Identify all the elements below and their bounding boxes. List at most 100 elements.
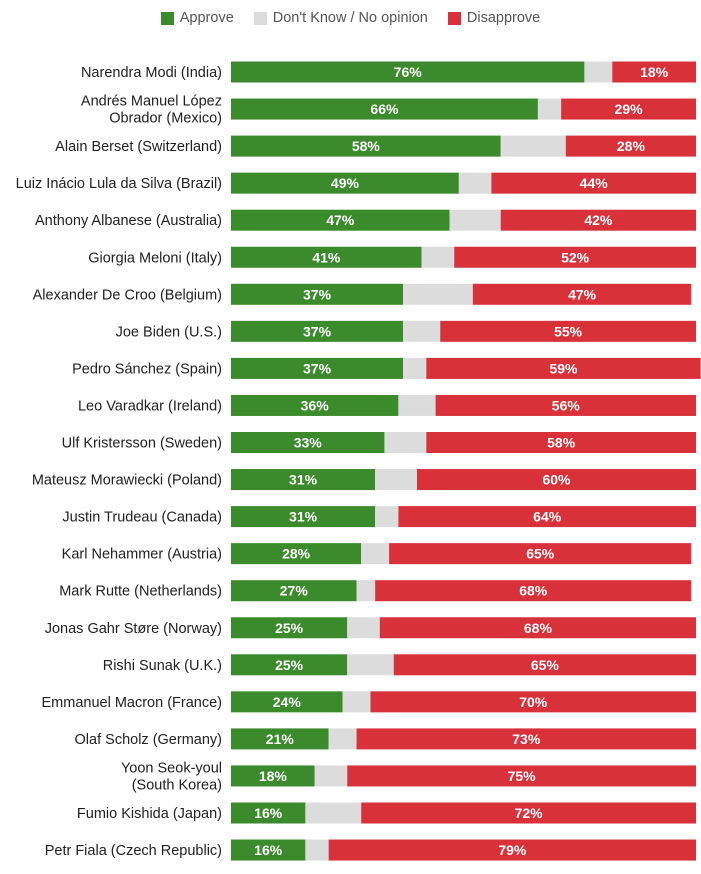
category-label: Yoon Seok-youl (South Korea): [121, 760, 222, 793]
data-label: 41%: [312, 249, 341, 265]
bar-row: Emmanuel Macron (France) 24% 70%: [42, 691, 696, 713]
bar-segment-disapprove: [612, 61, 696, 83]
category-label: Karl Nehammer (Austria): [62, 547, 222, 563]
bar-segment-disapprove: [565, 135, 696, 157]
data-label: 59%: [549, 360, 578, 376]
bar-segment-no-opinion: [361, 543, 390, 565]
category-label: Justin Trudeau (Canada): [62, 510, 222, 526]
data-label: 79%: [498, 842, 527, 858]
category-label: Leo Varadkar (Ireland): [78, 398, 222, 414]
legend-item-no-opinion: Don't Know / No opinion: [253, 8, 428, 28]
bar-row: Justin Trudeau (Canada) 31% 64%: [62, 506, 696, 528]
data-label: 42%: [584, 212, 613, 228]
data-label: 60%: [542, 472, 571, 488]
category-label: Alain Berset (Switzerland): [55, 139, 222, 155]
data-label: 68%: [524, 620, 553, 636]
bar-row: Alexander De Croo (Belgium) 37% 47%: [33, 283, 692, 305]
bar-segment-no-opinion: [584, 61, 613, 83]
category-label: Mateusz Morawiecki (Poland): [32, 473, 222, 489]
data-label: 52%: [561, 249, 590, 265]
data-label: 58%: [352, 138, 381, 154]
bar-row: Leo Varadkar (Ireland) 36% 56%: [78, 394, 696, 416]
bar-segment-disapprove: [389, 543, 692, 565]
approve-swatch: [160, 11, 174, 25]
bar-segment-approve: [231, 617, 348, 639]
category-label: Joe Biden (U.S.): [116, 324, 222, 340]
disapprove-swatch: [447, 11, 461, 25]
legend: Approve Don't Know / No opinion Disappro…: [0, 8, 701, 28]
bar-segment-no-opinion: [403, 283, 473, 305]
category-label: Pedro Sánchez (Spain): [72, 361, 222, 377]
bar-segment-no-opinion: [342, 691, 371, 713]
legend-label-no-opinion: Don't Know / No opinion: [272, 10, 428, 26]
bar-row: Narendra Modi (India) 76% 18%: [81, 61, 696, 83]
bar-row: Karl Nehammer (Austria) 28% 65%: [62, 543, 692, 565]
data-label: 25%: [275, 657, 304, 673]
category-label: Ulf Kristersson (Sweden): [62, 436, 222, 452]
data-label: 21%: [266, 731, 295, 747]
bar-row: Pedro Sánchez (Spain) 37% 59%: [72, 357, 701, 379]
bar-segment-disapprove: [356, 728, 696, 750]
data-label: 65%: [526, 546, 555, 562]
bar-segment-no-opinion: [537, 98, 562, 120]
bar-segment-approve: [231, 246, 422, 268]
bar-row: Olaf Scholz (Germany) 21% 73%: [75, 728, 696, 750]
data-label: 56%: [552, 397, 581, 413]
bar-segment-approve: [231, 765, 315, 787]
bar-segment-approve: [231, 691, 343, 713]
bar-segment-approve: [231, 654, 348, 676]
data-label: 37%: [303, 323, 332, 339]
bar-segment-approve: [231, 172, 459, 194]
data-label: 65%: [531, 657, 560, 673]
data-label: 16%: [254, 842, 283, 858]
data-label: 29%: [615, 101, 644, 117]
bar-segment-disapprove: [500, 209, 696, 231]
bar-segment-disapprove: [426, 432, 696, 453]
bar-segment-approve: [231, 728, 329, 750]
bar-segment-disapprove: [393, 654, 696, 676]
bar-segment-no-opinion: [403, 320, 441, 342]
bar-segment-disapprove: [347, 765, 696, 787]
bar-segment-approve: [231, 543, 362, 565]
bar-segment-approve: [231, 802, 306, 824]
category-label: Rishi Sunak (U.K.): [103, 658, 222, 674]
bar-segment-approve: [231, 357, 404, 379]
bar-segment-disapprove: [370, 691, 696, 713]
data-label: 64%: [533, 509, 562, 525]
data-label: 75%: [508, 768, 537, 784]
bar-row: Mateusz Morawiecki (Poland) 31% 60%: [32, 469, 696, 491]
bar-row: Fumio Kishida (Japan) 16% 72%: [77, 802, 696, 824]
category-label: Andrés Manuel López Obrador (Mexico): [81, 94, 222, 127]
data-label: 37%: [303, 286, 332, 302]
data-label: 47%: [568, 286, 597, 302]
category-label: Alexander De Croo (Belgium): [33, 287, 222, 303]
bar-row: Jonas Gahr Støre (Norway) 25% 68%: [45, 617, 696, 639]
category-label: Emmanuel Macron (France): [42, 695, 223, 711]
data-label: 31%: [289, 509, 318, 525]
legend-label-disapprove: Disapprove: [466, 10, 541, 26]
bar-segment-approve: [231, 61, 585, 83]
bar-segment-approve: [231, 839, 306, 861]
data-label: 73%: [512, 731, 541, 747]
no-opinion-swatch: [253, 11, 267, 25]
bar-row: Giorgia Meloni (Italy) 41% 52%: [88, 246, 696, 268]
bar-segment-no-opinion: [384, 432, 427, 453]
bar-segment-no-opinion: [375, 469, 417, 491]
bar-segment-no-opinion: [347, 617, 380, 639]
data-label: 27%: [280, 583, 309, 599]
bar-segment-disapprove: [417, 469, 696, 491]
data-label: 72%: [515, 805, 544, 821]
bar-segment-approve: [231, 98, 538, 120]
bar-segment-approve: [231, 283, 404, 305]
bar-segment-no-opinion: [305, 802, 362, 824]
bar-row: Ulf Kristersson (Sweden) 33% 58%: [62, 432, 696, 453]
bar-segment-disapprove: [398, 506, 696, 528]
data-label: 28%: [282, 546, 311, 562]
bar-segment-disapprove: [435, 394, 696, 416]
bar-segment-no-opinion: [449, 209, 501, 231]
bar-segment-disapprove: [375, 580, 692, 602]
data-label: 76%: [394, 64, 423, 80]
bar-segment-no-opinion: [500, 135, 566, 157]
category-label: Petr Fiala (Czech Republic): [45, 843, 222, 859]
